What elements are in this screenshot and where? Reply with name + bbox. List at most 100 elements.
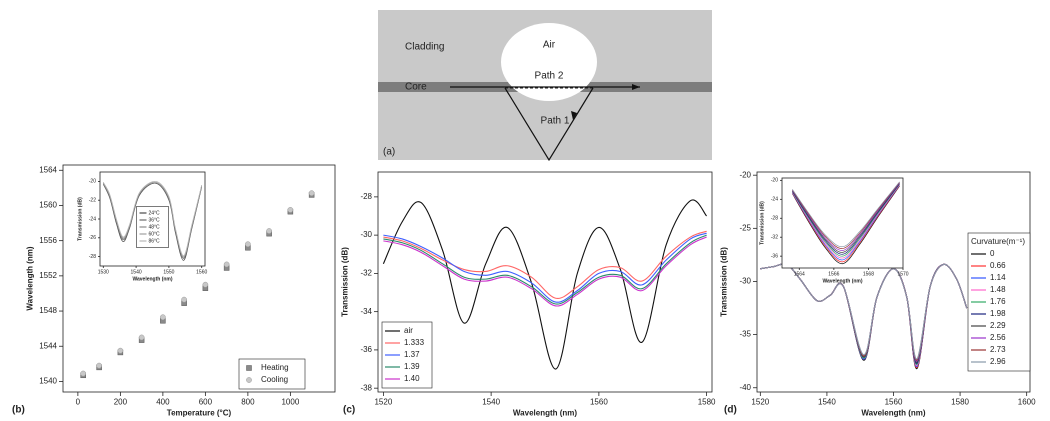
- legend-label: 2.56: [990, 333, 1006, 342]
- marker: [80, 370, 87, 377]
- x-tick-label: 1540: [131, 269, 142, 275]
- series-line: [792, 182, 900, 251]
- y-tick-label: -26: [89, 235, 96, 241]
- diagram: Cladding Air Path 2 Core Path 1 (a): [378, 10, 712, 162]
- y-tick-label: -36: [771, 253, 778, 259]
- legend-label: 24°C: [149, 210, 161, 216]
- series-line: [383, 234, 707, 305]
- x-axis-label: Wavelength (nm): [861, 409, 925, 418]
- y-tick-label: -22: [89, 198, 96, 204]
- legend-label: 1.98: [990, 309, 1006, 318]
- series-line: [792, 183, 900, 257]
- x-tick-label: 600: [199, 398, 213, 407]
- y-tick-label: -20: [771, 178, 778, 184]
- marker: [96, 362, 102, 369]
- x-tick-label: 1560: [590, 398, 608, 407]
- series-line: [792, 184, 900, 261]
- x-tick-label: 1550: [163, 269, 174, 275]
- legend-label: 1.48: [990, 285, 1006, 294]
- legend-label: 48°C: [149, 224, 161, 230]
- label: Air: [543, 40, 556, 51]
- y-tick-label: -34: [360, 307, 372, 316]
- series-line: [382, 199, 708, 370]
- y-tick-label: -30: [360, 230, 372, 239]
- path1-line: [504, 87, 594, 162]
- series-line: [383, 230, 707, 299]
- marker: [287, 207, 294, 213]
- y-tick-label: -20: [739, 170, 751, 179]
- chart: 1520 1540 1560 1580 -38 -36 -34 -32 -30 -28 Wavele…: [340, 171, 716, 418]
- legend-title: Curvature(m⁻¹): [971, 237, 1025, 246]
- x-tick-label: 1580: [698, 398, 716, 407]
- x-tick-label: 1560: [196, 269, 207, 275]
- label: Cladding: [405, 42, 444, 53]
- x-axis-label: Wavelength (nm): [513, 409, 577, 418]
- series-line: [102, 181, 203, 257]
- marker: [202, 281, 209, 288]
- legend-label: 0.66: [990, 261, 1006, 270]
- panel-label: (b): [12, 405, 25, 416]
- legend-label: Heating: [261, 363, 289, 372]
- marker: [117, 347, 124, 354]
- y-axis-label: Transmission (dB): [719, 247, 728, 317]
- y-tick-label: 1552: [39, 271, 57, 280]
- series-line: [792, 183, 900, 255]
- legend-label: air: [404, 326, 413, 335]
- x-tick-label: 1530: [98, 269, 109, 275]
- marker: [308, 190, 315, 197]
- y-axis-label: Transmission (dB): [340, 247, 349, 317]
- legend-box: [238, 358, 306, 390]
- panel-label: (a): [383, 147, 395, 158]
- x-tick-label: 800: [241, 398, 255, 407]
- marker: [246, 377, 252, 383]
- y-tick-label: -38: [360, 383, 372, 392]
- panel-label: (c): [343, 405, 355, 416]
- y-tick-label: 1544: [39, 341, 57, 350]
- x-tick-label: 1600: [1018, 398, 1036, 407]
- y-tick-label: -35: [739, 330, 751, 339]
- marker: [246, 365, 252, 371]
- y-tick-label: -28: [89, 254, 96, 260]
- legend-label: 1.333: [404, 338, 425, 347]
- series-line: [792, 185, 900, 265]
- y-tick-label: 1560: [39, 201, 57, 210]
- plot-frame: [377, 171, 713, 393]
- y-tick-label: 1548: [39, 306, 57, 315]
- x-tick-label: 1540: [818, 398, 836, 407]
- y-tick-label: -40: [739, 383, 751, 392]
- y-tick-label: 1556: [39, 236, 57, 245]
- legend-label: 60°C: [149, 231, 161, 237]
- plot-frame: [781, 177, 904, 269]
- panel-label: (d): [724, 405, 737, 416]
- y-tick-label: -25: [739, 223, 751, 232]
- series-line: [792, 184, 900, 259]
- legend-label: 1.37: [404, 350, 420, 359]
- marker: [160, 314, 166, 321]
- chart: 1520 1540 1560 1580 1600 -40 -35 -30 -25 -20 Wavel…: [719, 170, 1036, 417]
- legend-label: 2.29: [990, 321, 1006, 330]
- marker: [245, 241, 251, 248]
- legend-label: 2.73: [990, 345, 1006, 354]
- legend-label: 0: [990, 249, 995, 258]
- marker: [138, 334, 145, 341]
- series-line: [792, 182, 900, 253]
- series-line: [383, 232, 707, 303]
- x-tick-label: 200: [114, 398, 128, 407]
- y-tick-label: -36: [360, 345, 372, 354]
- y-tick-label: -24: [89, 216, 96, 222]
- legend-label: 1.40: [404, 374, 420, 383]
- x-tick-label: 1000: [281, 398, 299, 407]
- x-tick-label: 1568: [863, 271, 874, 277]
- y-axis-label: Transmission (dB): [77, 197, 83, 241]
- x-tick-label: 1520: [374, 398, 392, 407]
- x-tick-label: 1564: [794, 271, 805, 277]
- y-tick-label: 1540: [39, 377, 57, 386]
- legend-label: 36°C: [149, 217, 161, 223]
- series-line: [792, 181, 900, 248]
- x-tick-label: 1580: [951, 398, 969, 407]
- y-tick-label: -30: [739, 277, 751, 286]
- x-tick-label: 1560: [885, 398, 903, 407]
- y-tick-label: -32: [360, 269, 372, 278]
- y-tick-label: -24: [771, 197, 778, 203]
